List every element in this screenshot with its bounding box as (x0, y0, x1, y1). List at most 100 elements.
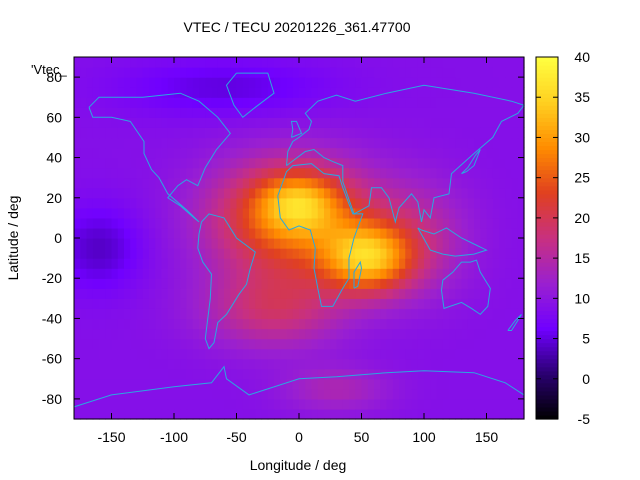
heatmap-cell (461, 298, 469, 309)
heatmap-cell (161, 258, 169, 269)
heatmap-cell (461, 107, 469, 118)
heatmap-cell (92, 248, 100, 259)
heatmap-cell (492, 398, 500, 410)
heatmap-cell (230, 97, 238, 108)
heatmap-cell (505, 318, 513, 330)
heatmap-cell (380, 87, 388, 98)
heatmap-cell (367, 258, 375, 269)
heatmap-cell (292, 258, 300, 269)
heatmap-cell (92, 57, 100, 68)
heatmap-cell (455, 207, 463, 219)
heatmap-cell (436, 197, 444, 209)
heatmap-cell (399, 298, 406, 309)
heatmap-cell (136, 378, 144, 390)
colorbar-segment (536, 57, 558, 62)
heatmap-cell (405, 127, 413, 139)
heatmap-cell (111, 368, 119, 380)
heatmap-cell (311, 207, 319, 219)
colorbar-segment (536, 274, 558, 279)
heatmap-cell (255, 97, 263, 108)
heatmap-cell (167, 227, 175, 239)
heatmap-cell (292, 298, 300, 309)
heatmap-cell (92, 207, 100, 219)
heatmap-cell (255, 147, 263, 159)
heatmap-cell (392, 338, 400, 350)
heatmap-cell (292, 328, 300, 340)
heatmap-cell (80, 408, 88, 420)
heatmap-cell (305, 57, 313, 68)
heatmap-cell (167, 207, 175, 219)
heatmap-cell (374, 318, 381, 330)
heatmap-cell (517, 308, 525, 320)
colorbar-segment (536, 238, 558, 243)
heatmap-cell (505, 248, 513, 259)
heatmap-cell (205, 288, 213, 299)
heatmap-cell (117, 187, 125, 199)
heatmap-cell (511, 207, 519, 219)
heatmap-cell (511, 268, 519, 279)
heatmap-cell (230, 248, 238, 259)
heatmap-cell (424, 67, 431, 78)
heatmap-cell (386, 97, 394, 108)
heatmap-cell (399, 227, 406, 239)
heatmap-cell (217, 117, 225, 128)
heatmap-cell (517, 388, 525, 400)
heatmap-cell (224, 338, 231, 350)
heatmap-cell (324, 197, 331, 209)
heatmap-cell (167, 358, 175, 370)
heatmap-cell (411, 238, 419, 249)
heatmap-cell (442, 207, 450, 219)
heatmap-cell (267, 87, 275, 98)
heatmap-cell (342, 187, 350, 199)
heatmap-cell (517, 268, 525, 279)
heatmap-cell (261, 338, 269, 350)
heatmap-cell (367, 278, 375, 289)
heatmap-cell (311, 308, 319, 320)
heatmap-cell (442, 298, 450, 309)
heatmap-cell (461, 288, 469, 299)
heatmap-cell (449, 107, 456, 118)
heatmap-cell (224, 278, 231, 289)
heatmap-cell (317, 227, 325, 239)
heatmap-cell (292, 288, 300, 299)
heatmap-cell (167, 137, 175, 149)
heatmap-cell (505, 147, 513, 159)
colorbar-segment (536, 137, 558, 143)
heatmap-cell (330, 248, 338, 259)
heatmap-cell (192, 57, 200, 68)
heatmap-cell (86, 358, 94, 370)
heatmap-cell (392, 227, 400, 239)
heatmap-cell (505, 348, 513, 360)
heatmap-cell (105, 328, 113, 340)
heatmap-cell (342, 248, 350, 259)
heatmap-cell (455, 197, 463, 209)
heatmap-cell (342, 358, 350, 370)
heatmap-cell (436, 157, 444, 169)
heatmap-cell (211, 157, 219, 169)
heatmap-cell (105, 67, 113, 78)
heatmap-cell (474, 97, 481, 108)
heatmap-cell (230, 338, 238, 350)
heatmap-cell (405, 318, 413, 330)
heatmap-cell (461, 238, 469, 249)
heatmap-cell (399, 57, 406, 68)
heatmap-cell (474, 318, 481, 330)
heatmap-cell (436, 278, 444, 289)
heatmap-cell (311, 378, 319, 390)
heatmap-cell (474, 87, 481, 98)
heatmap-cell (499, 187, 506, 199)
heatmap-cell (124, 127, 131, 139)
heatmap-cell (86, 87, 94, 98)
heatmap-cell (349, 97, 356, 108)
heatmap-cell (199, 157, 206, 169)
heatmap-cell (217, 308, 225, 320)
heatmap-cell (324, 328, 331, 340)
heatmap-cell (224, 298, 231, 309)
heatmap-cell (286, 348, 294, 360)
heatmap-cell (374, 107, 381, 118)
heatmap-cell (124, 57, 131, 68)
heatmap-cell (124, 157, 131, 169)
heatmap-cell (517, 368, 525, 380)
heatmap-cell (142, 368, 150, 380)
heatmap-cell (167, 328, 175, 340)
